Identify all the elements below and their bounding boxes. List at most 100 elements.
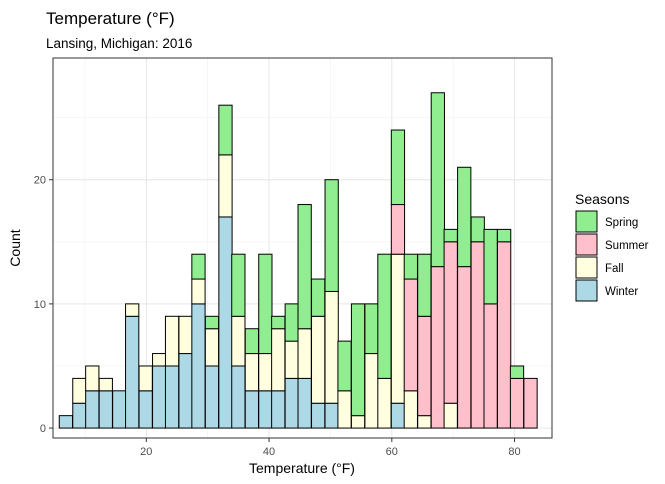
bar-fall-24 <box>377 377 392 429</box>
bar-fall-10 <box>191 278 206 305</box>
bar-winter-6 <box>138 390 153 429</box>
bar-winter-20 <box>324 402 339 429</box>
legend: Seasons Spring Summer Fall Winter <box>575 191 649 302</box>
x-axis-ticks: 20 40 60 80 <box>140 438 521 458</box>
bar-spring-20 <box>324 179 339 292</box>
bar-fall-17 <box>284 340 299 379</box>
bar-fall-16 <box>271 328 286 392</box>
bar-fall-6 <box>138 365 153 392</box>
bar-winter-4 <box>112 390 127 429</box>
bar-fall-20 <box>324 290 339 404</box>
bar-spring-15 <box>258 253 273 355</box>
y-tick-label: 10 <box>34 299 46 311</box>
bar-summer-31 <box>470 241 485 429</box>
bar-fall-14 <box>244 353 259 392</box>
bar-spring-26 <box>403 253 418 280</box>
bar-spring-11 <box>204 315 220 330</box>
bar-summer-32 <box>483 303 498 429</box>
chart-title: Temperature (°F) <box>46 9 175 28</box>
bar-summer-29 <box>443 241 458 404</box>
legend-key-summer <box>575 233 598 256</box>
y-axis-ticks: 0 10 20 <box>34 175 53 435</box>
bar-fall-25 <box>390 253 406 404</box>
bar-summer-30 <box>457 266 472 429</box>
legend-label-winter: Winter <box>605 286 638 298</box>
x-tick-label: 40 <box>263 446 275 458</box>
bar-fall-18 <box>297 328 312 379</box>
bar-fall-27 <box>417 415 432 429</box>
bar-winter-5 <box>125 315 140 429</box>
x-axis-label: Temperature (°F) <box>249 460 355 476</box>
panel-border <box>52 57 553 439</box>
bar-fall-19 <box>311 315 326 404</box>
x-tick-label: 20 <box>140 446 152 458</box>
bar-winter-18 <box>297 377 312 429</box>
bar-winter-14 <box>244 390 259 429</box>
legend-key-winter <box>575 279 598 302</box>
bar-fall-3 <box>98 377 113 392</box>
bar-summer-28 <box>430 266 445 429</box>
bar-summer-27 <box>417 315 432 417</box>
bar-spring-13 <box>231 253 246 317</box>
bar-summer-34 <box>509 377 525 429</box>
bar-winter-8 <box>164 365 180 429</box>
bar-summer-35 <box>523 377 538 429</box>
bar-fall-2 <box>85 365 100 392</box>
bar-fall-13 <box>231 315 246 367</box>
bar-spring-14 <box>244 328 259 355</box>
bar-spring-12 <box>218 104 233 156</box>
legend-key-fall <box>575 256 598 279</box>
bar-winter-11 <box>204 365 220 429</box>
bars <box>58 92 538 429</box>
bar-spring-25 <box>390 129 406 206</box>
bar-spring-22 <box>350 303 366 417</box>
bar-spring-10 <box>191 253 206 280</box>
y-axis-label: Count <box>7 229 23 266</box>
bar-spring-23 <box>364 303 379 355</box>
y-tick-label: 20 <box>34 175 46 187</box>
bar-winter-3 <box>98 390 113 429</box>
bar-fall-12 <box>218 154 233 218</box>
bar-spring-34 <box>509 365 525 379</box>
bar-spring-32 <box>483 228 498 305</box>
legend-key-spring <box>575 210 598 233</box>
bar-fall-22 <box>350 415 366 429</box>
bar-fall-26 <box>403 390 418 429</box>
bar-summer-26 <box>403 278 418 392</box>
bar-fall-15 <box>258 353 273 392</box>
bar-winter-1 <box>72 402 87 429</box>
bar-fall-1 <box>72 377 87 404</box>
bar-spring-24 <box>377 253 392 379</box>
legend-label-spring: Spring <box>605 217 638 229</box>
legend-title: Seasons <box>575 191 629 207</box>
bar-winter-12 <box>218 216 233 429</box>
bar-winter-15 <box>258 390 273 429</box>
bar-winter-25 <box>390 402 406 429</box>
bar-spring-28 <box>430 92 445 268</box>
bar-winter-10 <box>191 303 206 429</box>
bar-summer-25 <box>390 204 406 255</box>
bar-spring-30 <box>457 166 472 268</box>
bar-spring-31 <box>470 216 485 243</box>
bar-winter-2 <box>85 390 100 429</box>
y-tick-label: 0 <box>40 423 46 435</box>
bar-fall-21 <box>337 390 352 429</box>
bar-fall-11 <box>204 328 220 367</box>
bar-winter-19 <box>311 402 326 429</box>
bar-winter-13 <box>231 365 246 429</box>
bar-winter-17 <box>284 377 299 429</box>
bar-fall-8 <box>164 315 180 367</box>
x-tick-label: 80 <box>508 446 520 458</box>
bar-summer-33 <box>496 241 512 429</box>
bar-spring-27 <box>417 253 432 317</box>
bar-fall-29 <box>443 402 458 429</box>
bar-spring-19 <box>311 278 326 317</box>
bar-spring-18 <box>297 204 312 330</box>
bar-fall-7 <box>152 353 167 367</box>
bar-spring-29 <box>443 228 458 243</box>
bar-winter-7 <box>152 365 167 429</box>
bar-winter-16 <box>271 390 286 429</box>
bar-spring-33 <box>496 228 512 243</box>
legend-label-fall: Fall <box>605 263 624 275</box>
bar-spring-17 <box>284 303 299 342</box>
